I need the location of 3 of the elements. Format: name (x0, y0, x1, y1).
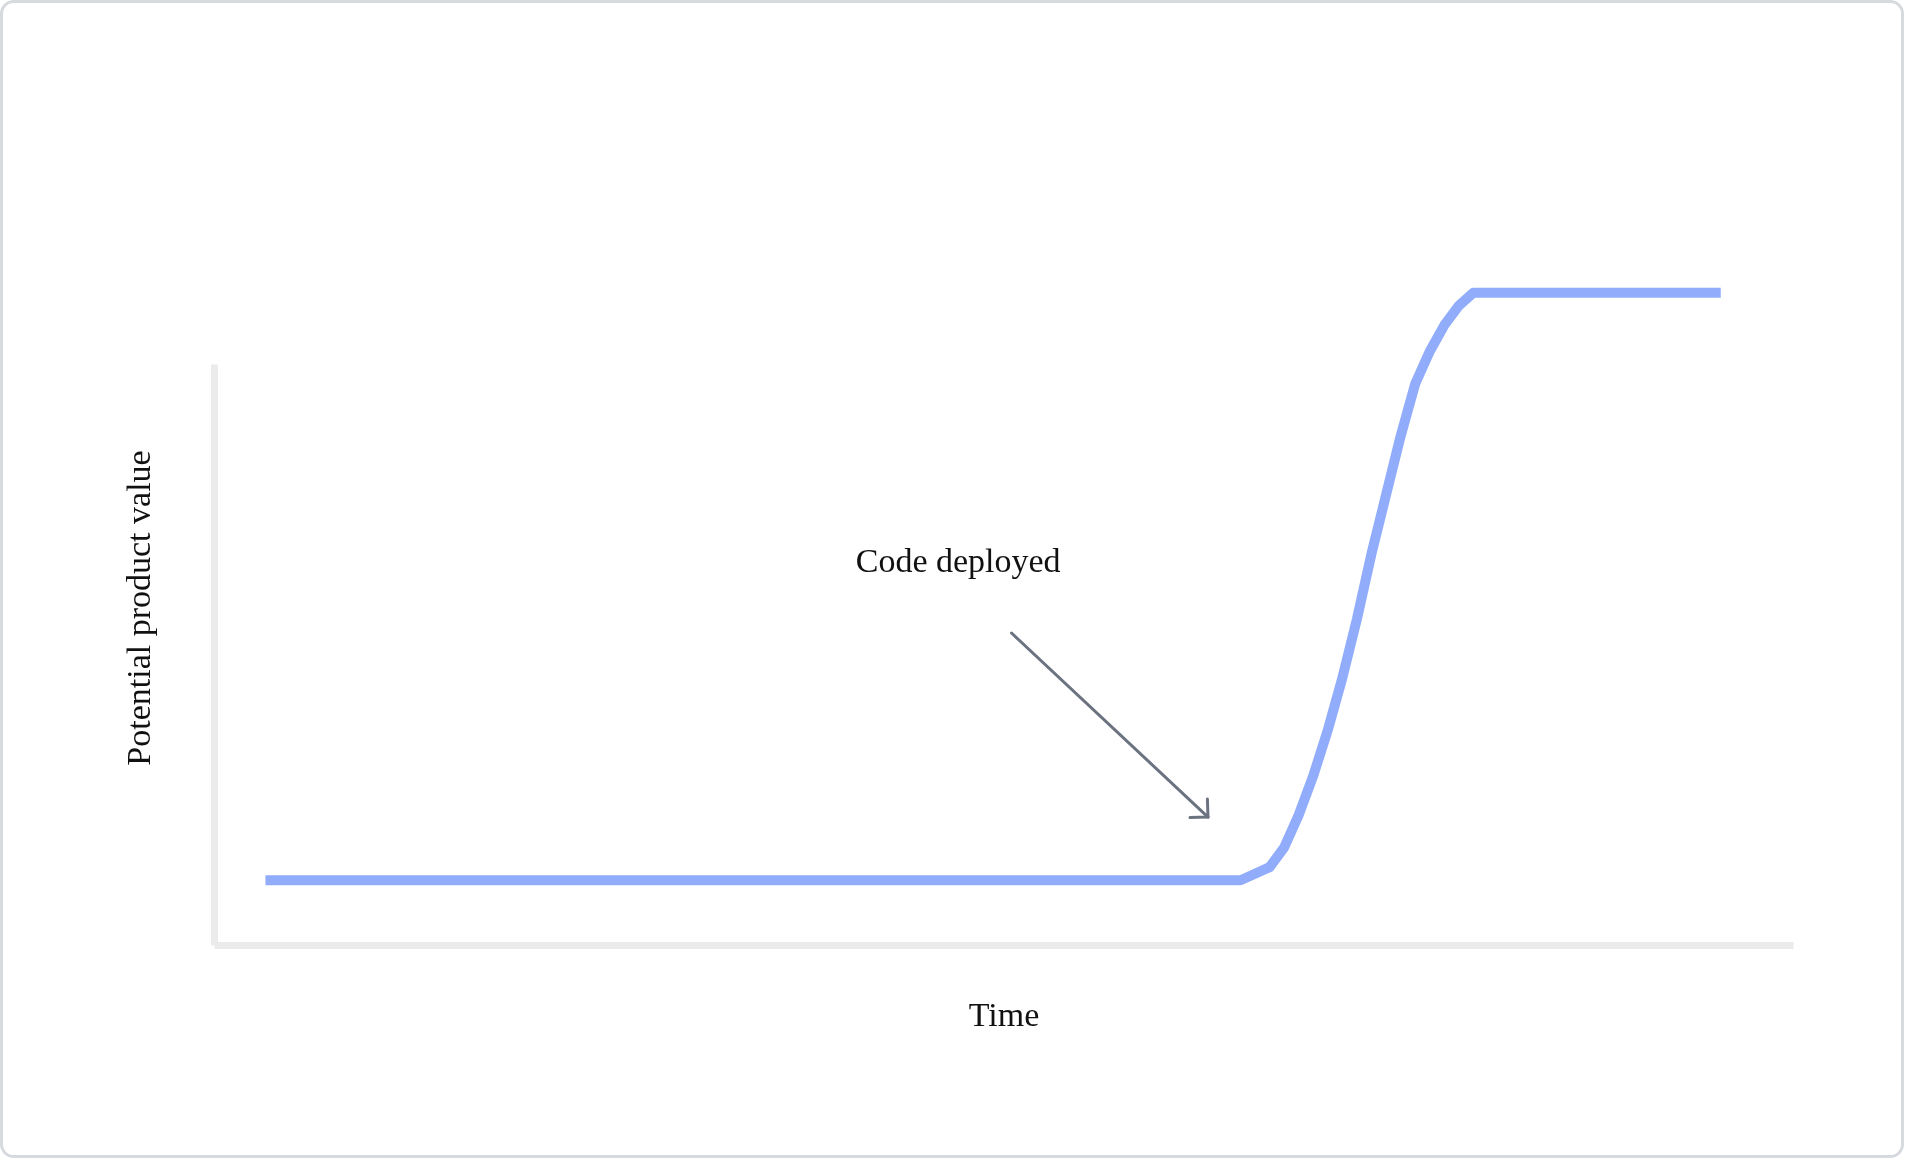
annotation: Code deployed (855, 541, 1061, 579)
x-axis-title: Time (968, 995, 1040, 1033)
y-axis-title: Potential product value (119, 450, 157, 766)
